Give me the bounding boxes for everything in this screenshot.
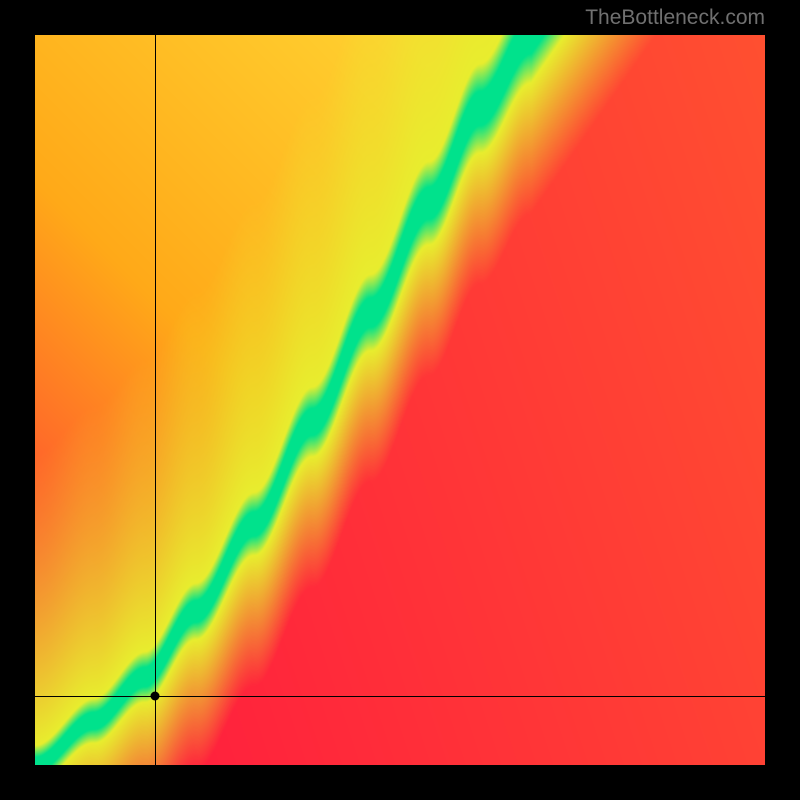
crosshair-vertical	[155, 35, 156, 765]
heatmap-chart	[35, 35, 765, 765]
marker-point	[151, 692, 160, 701]
heatmap-canvas	[35, 35, 765, 765]
crosshair-horizontal	[35, 696, 765, 697]
watermark-text: TheBottleneck.com	[585, 6, 765, 30]
